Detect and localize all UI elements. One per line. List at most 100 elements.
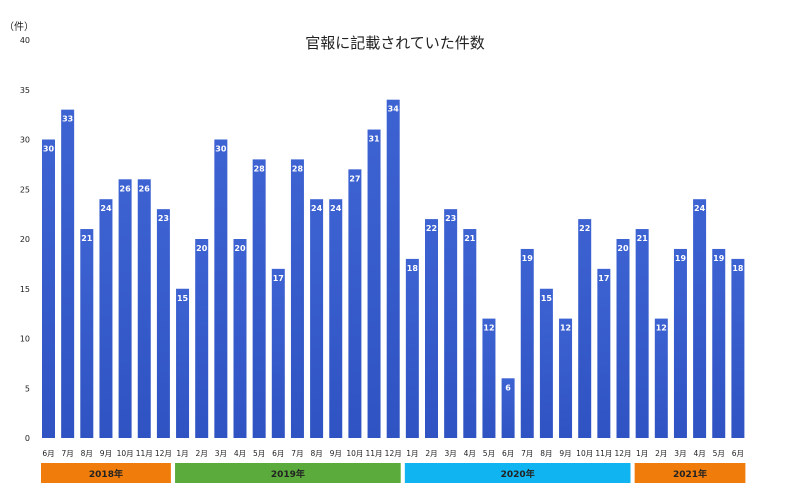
bar [616,239,630,438]
bar [501,378,515,438]
bar-value-label: 18 [732,264,744,273]
x-tick-label: 12月 [155,449,172,458]
x-tick-label: 3月 [215,449,227,458]
bar-value-label: 17 [273,274,284,283]
bar-value-label: 19 [713,254,725,263]
bar [654,318,668,438]
bar-value-label: 26 [139,184,151,193]
x-tick-label: 8月 [540,449,552,458]
bar [99,199,113,438]
bar-value-label: 28 [254,164,266,173]
y-axis: 0 5 10 15 20 25 30 35 40 [20,36,30,443]
bar [176,288,190,438]
x-tick-label: 9月 [100,449,112,458]
x-tick-label: 10月 [576,449,593,458]
x-tick-label: 4月 [693,449,705,458]
x-tick-label: 9月 [559,449,571,458]
x-tick-label: 6月 [732,449,744,458]
bar-value-label: 27 [349,174,360,183]
x-tick-label: 11月 [136,449,153,458]
x-tick-label: 2月 [425,449,437,458]
year-band-label: 2020年 [501,468,535,480]
bar [635,229,649,438]
x-tick-label: 8月 [310,449,322,458]
bar [367,129,381,439]
x-tick-label: 5月 [483,449,495,458]
bar [539,288,553,438]
bar-value-label: 6 [505,383,511,392]
y-tick-label: 0 [25,434,30,443]
bar-value-label: 19 [675,254,687,263]
bar [195,239,209,438]
x-tick-label: 4月 [464,449,476,458]
bar-value-label: 21 [637,234,649,243]
y-tick-label: 30 [20,136,30,145]
bar-value-label: 22 [426,224,437,233]
bar-value-label: 30 [43,145,55,154]
bar [405,258,419,438]
bar [578,219,592,438]
bar-value-label: 20 [617,244,629,253]
bar-value-label: 15 [177,294,189,303]
x-tick-label: 3月 [674,449,686,458]
y-tick-label: 5 [25,384,30,393]
bar-value-label: 28 [292,164,304,173]
x-tick-label: 2月 [655,449,667,458]
bar-value-label: 21 [464,234,476,243]
bar [214,139,228,438]
x-tick-label: 2月 [196,449,208,458]
y-tick-label: 40 [20,36,30,45]
y-tick-label: 25 [20,185,30,194]
bar [463,229,477,438]
x-tick-label: 7月 [291,449,303,458]
bar-value-label: 19 [522,254,534,263]
year-band-label: 2018年 [89,468,123,480]
bar-value-label: 23 [158,214,169,223]
bar [597,268,611,438]
x-tick-label: 7月 [521,449,533,458]
bar-value-label: 24 [694,204,706,213]
year-band-label: 2021年 [673,468,707,480]
bar-value-label: 18 [407,264,419,273]
bar-value-label: 20 [196,244,208,253]
bar-value-label: 23 [445,214,456,223]
bar-value-label: 33 [62,115,73,124]
bar [137,179,151,439]
y-tick-label: 10 [20,335,30,344]
x-axis-labels: 6月 7月 8月 9月 10月 11月 12月 1月 2月 3月 4月 5月 6月 7月 8月 9月 10月 11… [42,449,744,458]
x-tick-label: 1月 [176,449,188,458]
bar-value-label: 12 [656,324,667,333]
x-tick-label: 7月 [62,449,74,458]
x-tick-label: 5月 [713,449,725,458]
bars: 30 33 21 24 26 26 23 15 20 30 20 28 17 28 24 24 27 31 34 18… [42,99,745,439]
bar [271,268,285,438]
y-axis-unit: （件） [4,21,34,33]
bar-value-label: 17 [598,274,609,283]
bar [348,169,362,438]
x-tick-label: 10月 [346,449,363,458]
bar-value-label: 30 [215,145,227,154]
chart-title: 官報に記載されていた件数 [305,34,485,52]
bar-value-label: 21 [81,234,93,243]
x-tick-label: 1月 [406,449,418,458]
x-tick-label: 11月 [595,449,612,458]
year-band [175,463,401,483]
bar [233,239,247,438]
x-tick-label: 6月 [42,449,54,458]
x-tick-label: 6月 [272,449,284,458]
bar [673,248,687,438]
year-band [404,463,631,483]
bar-value-label: 12 [560,324,571,333]
bar [156,209,170,438]
x-tick-label: 4月 [234,449,246,458]
bar [425,219,438,438]
bar-value-label: 24 [330,204,342,213]
bar-value-label: 15 [541,294,553,303]
bar-value-label: 22 [579,224,590,233]
year-band-label: 2019年 [271,468,305,480]
bar [252,159,266,438]
bar [731,258,745,438]
bar [329,199,343,438]
bar [712,248,726,438]
x-tick-label: 8月 [81,449,93,458]
